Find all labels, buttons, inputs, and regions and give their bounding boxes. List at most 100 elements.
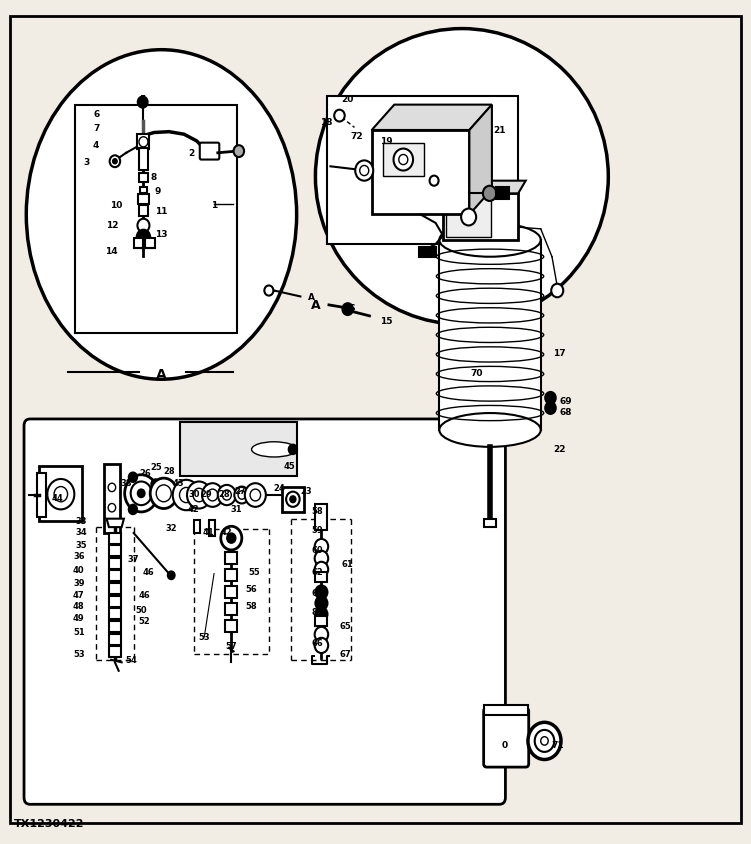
FancyBboxPatch shape — [282, 487, 304, 512]
Circle shape — [207, 490, 218, 501]
FancyBboxPatch shape — [109, 596, 121, 607]
Circle shape — [430, 176, 439, 187]
Polygon shape — [372, 106, 492, 131]
Text: 20: 20 — [341, 95, 353, 104]
Text: 60: 60 — [311, 546, 323, 555]
Text: 16: 16 — [343, 304, 355, 312]
Circle shape — [202, 484, 223, 507]
Text: 2: 2 — [189, 149, 195, 158]
Text: 49: 49 — [73, 614, 85, 622]
Circle shape — [227, 533, 236, 544]
FancyBboxPatch shape — [180, 422, 297, 477]
FancyBboxPatch shape — [225, 603, 237, 615]
Text: 35: 35 — [75, 540, 87, 549]
Circle shape — [221, 527, 242, 550]
FancyBboxPatch shape — [109, 621, 121, 632]
FancyBboxPatch shape — [225, 553, 237, 565]
Circle shape — [151, 479, 160, 490]
Text: 5: 5 — [140, 95, 146, 104]
Circle shape — [360, 166, 369, 176]
Circle shape — [264, 286, 273, 296]
Text: 47: 47 — [73, 591, 85, 599]
Text: 58: 58 — [311, 506, 323, 515]
Circle shape — [541, 737, 548, 745]
Circle shape — [355, 161, 373, 181]
FancyBboxPatch shape — [109, 634, 121, 645]
Text: A: A — [311, 299, 320, 312]
Text: 27: 27 — [234, 487, 246, 495]
Circle shape — [315, 562, 328, 577]
Text: 66: 66 — [311, 639, 323, 647]
Text: 32: 32 — [165, 523, 177, 532]
Circle shape — [551, 284, 563, 298]
Text: 42: 42 — [221, 528, 233, 536]
Circle shape — [167, 571, 175, 580]
FancyBboxPatch shape — [140, 187, 147, 193]
Text: 63: 63 — [311, 588, 323, 597]
Text: 58: 58 — [246, 602, 258, 610]
FancyBboxPatch shape — [109, 647, 121, 657]
Circle shape — [137, 230, 150, 246]
Text: 36: 36 — [73, 551, 85, 560]
FancyBboxPatch shape — [37, 473, 46, 517]
Circle shape — [250, 490, 261, 501]
FancyBboxPatch shape — [109, 571, 121, 582]
Circle shape — [545, 403, 556, 414]
Text: 0: 0 — [502, 740, 508, 749]
Text: 22: 22 — [553, 445, 566, 453]
Text: 46: 46 — [138, 591, 150, 599]
FancyBboxPatch shape — [139, 174, 148, 182]
Polygon shape — [469, 106, 492, 215]
FancyBboxPatch shape — [10, 17, 741, 823]
Circle shape — [179, 488, 193, 503]
Text: 33: 33 — [75, 517, 87, 525]
Text: 69: 69 — [559, 397, 572, 405]
Circle shape — [545, 392, 556, 404]
Circle shape — [128, 473, 137, 483]
Text: 53: 53 — [73, 650, 85, 658]
Text: 4: 4 — [93, 141, 99, 149]
Circle shape — [137, 97, 148, 109]
Text: 42: 42 — [188, 505, 200, 513]
Text: 52: 52 — [138, 616, 150, 625]
Circle shape — [187, 482, 211, 509]
FancyBboxPatch shape — [194, 521, 200, 533]
Circle shape — [315, 551, 328, 566]
Circle shape — [173, 480, 200, 511]
Circle shape — [125, 475, 158, 512]
Circle shape — [286, 492, 300, 507]
Text: 48: 48 — [73, 602, 85, 610]
Circle shape — [342, 304, 353, 316]
Circle shape — [334, 111, 345, 122]
Text: 40: 40 — [73, 565, 85, 574]
Text: 45: 45 — [283, 462, 295, 470]
Text: 41: 41 — [203, 528, 215, 536]
Circle shape — [234, 146, 244, 158]
Polygon shape — [443, 181, 526, 194]
FancyBboxPatch shape — [139, 149, 148, 170]
Circle shape — [394, 149, 413, 171]
Text: 24: 24 — [273, 484, 285, 492]
Circle shape — [108, 504, 116, 512]
Circle shape — [108, 484, 116, 492]
Circle shape — [193, 489, 205, 502]
Text: 51: 51 — [73, 627, 85, 636]
Text: 37: 37 — [128, 555, 140, 563]
FancyBboxPatch shape — [75, 106, 237, 333]
FancyBboxPatch shape — [372, 131, 469, 215]
Circle shape — [218, 485, 236, 506]
Text: 67: 67 — [339, 650, 351, 658]
FancyBboxPatch shape — [225, 620, 237, 632]
Ellipse shape — [252, 442, 297, 457]
Text: 28: 28 — [218, 490, 230, 498]
Text: 7: 7 — [93, 124, 99, 133]
FancyBboxPatch shape — [484, 708, 529, 767]
FancyBboxPatch shape — [109, 583, 121, 594]
Circle shape — [461, 209, 476, 226]
Text: 8: 8 — [151, 173, 157, 181]
FancyBboxPatch shape — [200, 143, 219, 160]
Text: 70: 70 — [471, 369, 483, 377]
Ellipse shape — [26, 51, 297, 380]
Text: A: A — [308, 293, 315, 301]
Circle shape — [150, 479, 177, 509]
